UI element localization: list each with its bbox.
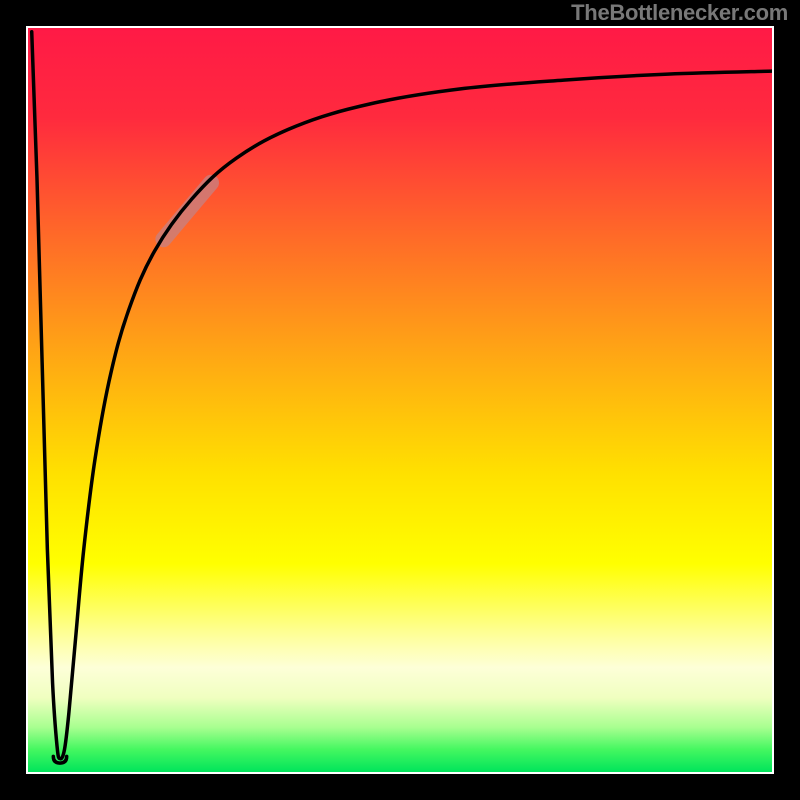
plot-background [28,28,772,772]
chart-canvas [0,0,800,800]
watermark-label: TheBottlenecker.com [571,0,788,26]
chart-root: { "watermark": { "text": "TheBottlenecke… [0,0,800,800]
